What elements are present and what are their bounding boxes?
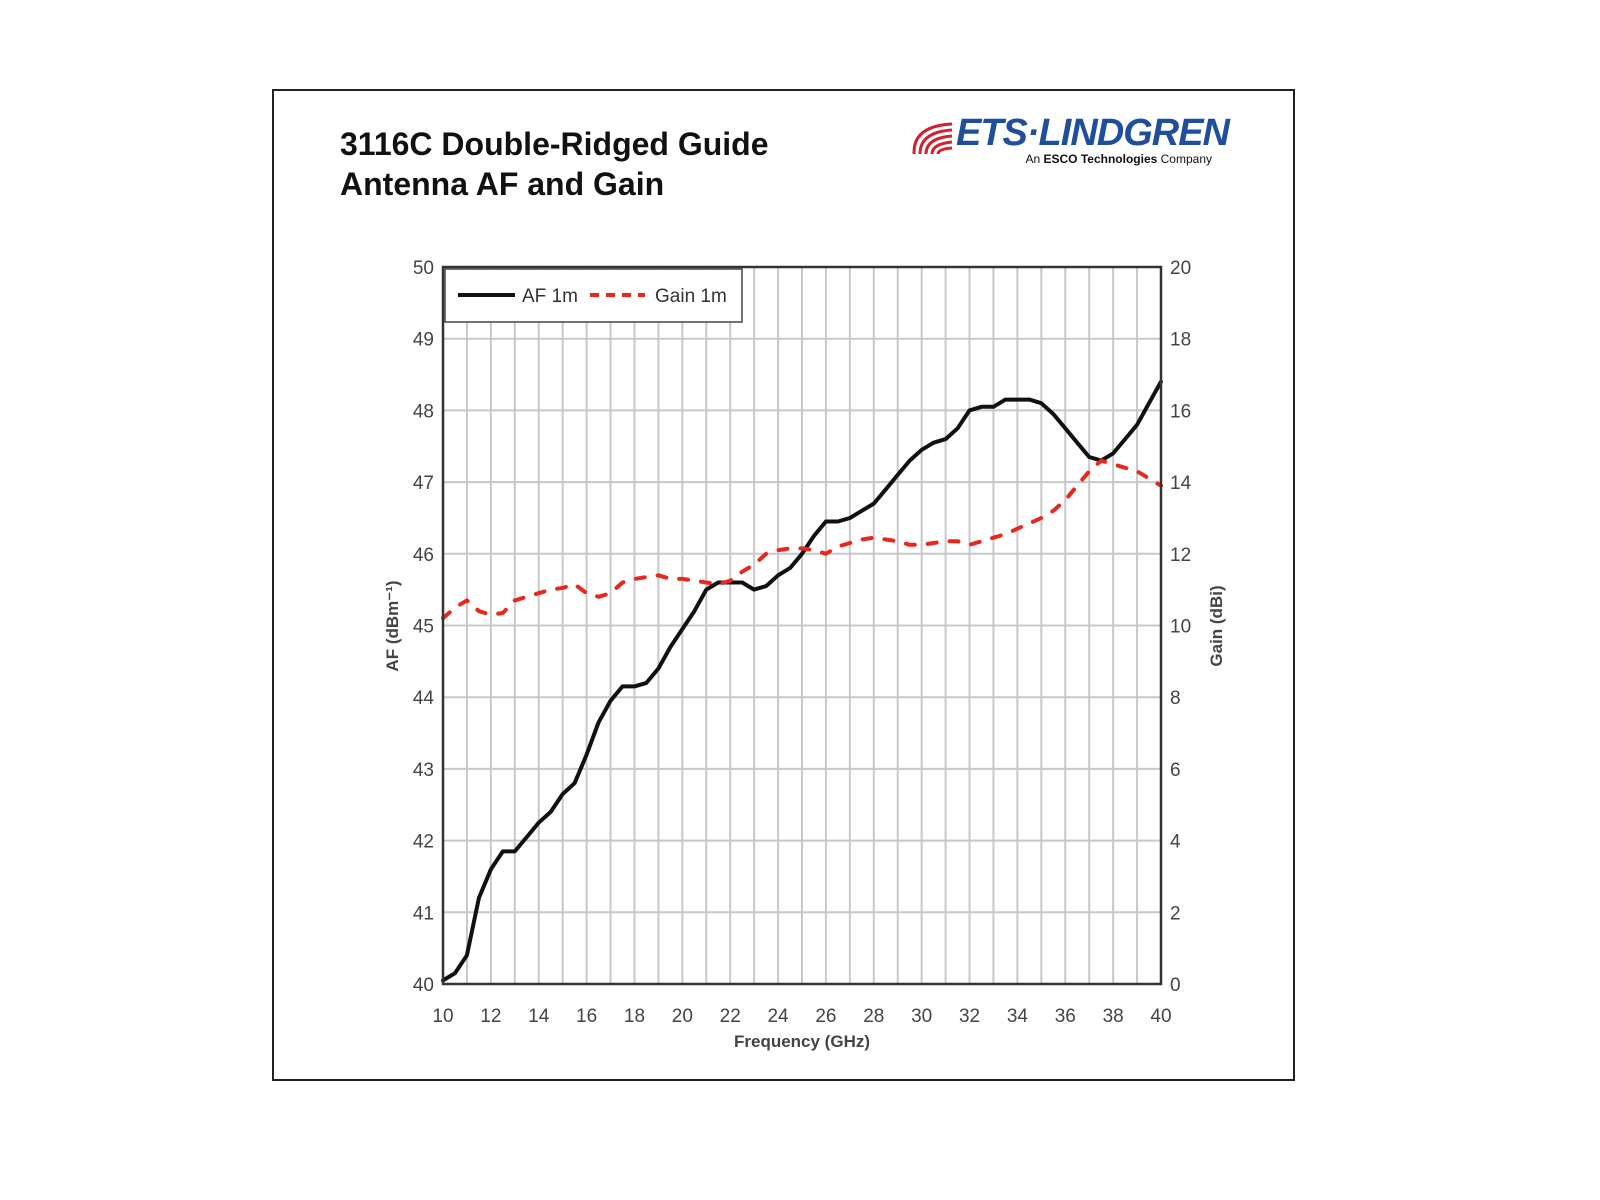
x-tick-label: 32 bbox=[959, 1006, 980, 1027]
grid bbox=[443, 267, 1161, 984]
y-tick-label: 46 bbox=[413, 545, 434, 566]
title-line-1: 3116C Double-Ridged Guide bbox=[340, 126, 769, 162]
x-tick-label: 36 bbox=[1055, 1006, 1076, 1027]
y2-tick-label: 2 bbox=[1170, 903, 1181, 924]
ets-lindgren-logo: ETS·LINDGREN An ESCO Technologies Compan… bbox=[912, 112, 1232, 172]
y2-tick-label: 4 bbox=[1170, 832, 1181, 853]
figure-frame bbox=[272, 89, 1295, 1081]
y-tick-label: 43 bbox=[413, 760, 434, 781]
x-tick-label: 12 bbox=[480, 1006, 501, 1027]
x-tick-label: 18 bbox=[624, 1006, 645, 1027]
x-tick-label: 26 bbox=[815, 1006, 836, 1027]
x-tick-label: 34 bbox=[1007, 1006, 1029, 1027]
x-tick-label: 30 bbox=[911, 1006, 932, 1027]
x-tick-label: 40 bbox=[1150, 1006, 1171, 1027]
y-tick-label: 40 bbox=[413, 975, 434, 996]
y-tick-label: 50 bbox=[413, 258, 434, 279]
logo-waves-icon bbox=[912, 122, 953, 155]
y2-tick-label: 20 bbox=[1170, 258, 1191, 279]
y-tick-label: 49 bbox=[413, 330, 434, 351]
chart-title: 3116C Double-Ridged Guide Antenna AF and… bbox=[340, 124, 769, 204]
legend-af-label: AF 1m bbox=[522, 286, 578, 307]
y2-tick-label: 10 bbox=[1170, 617, 1191, 638]
x-tick-label: 10 bbox=[432, 1006, 453, 1027]
x-tick-label: 28 bbox=[863, 1006, 884, 1027]
y2-tick-label: 6 bbox=[1170, 760, 1181, 781]
x-tick-label: 38 bbox=[1103, 1006, 1124, 1027]
y-axis-label: AF (dBm⁻¹) bbox=[383, 580, 402, 671]
x-tick-label: 16 bbox=[576, 1006, 597, 1027]
x-tick-label: 22 bbox=[720, 1006, 741, 1027]
y-tick-label: 41 bbox=[413, 903, 434, 924]
x-tick-label: 14 bbox=[528, 1006, 550, 1027]
x-axis-label: Frequency (GHz) bbox=[734, 1032, 870, 1051]
af-1m-line bbox=[441, 379, 1163, 983]
gain-1m-line bbox=[441, 458, 1163, 621]
y2-axis-label: Gain (dBi) bbox=[1207, 585, 1226, 666]
y2-tick-label: 14 bbox=[1170, 473, 1192, 494]
y-tick-label: 42 bbox=[413, 832, 434, 853]
logo-wordmark: ETS·LINDGREN bbox=[956, 112, 1230, 154]
tick-labels: 10 12 14 16 18 20 22 24 26 28 30 32 34 36 38 4040414243… bbox=[413, 258, 1192, 1027]
y2-tick-label: 18 bbox=[1170, 330, 1191, 351]
y-tick-label: 44 bbox=[413, 688, 435, 709]
series-layer bbox=[441, 379, 1163, 983]
title-line-2: Antenna AF and Gain bbox=[340, 166, 665, 202]
x-tick-label: 20 bbox=[672, 1006, 693, 1027]
x-tick-label: 24 bbox=[767, 1006, 789, 1027]
logo-tagline: An ESCO Technologies Company bbox=[1025, 152, 1212, 166]
y-tick-label: 45 bbox=[413, 617, 434, 638]
y2-tick-label: 16 bbox=[1170, 401, 1191, 422]
y2-tick-label: 8 bbox=[1170, 688, 1181, 709]
plot-border bbox=[441, 265, 1163, 986]
y-tick-label: 48 bbox=[413, 401, 434, 422]
y2-tick-label: 0 bbox=[1170, 975, 1181, 996]
legend-gain-label: Gain 1m bbox=[655, 286, 727, 307]
legend: AF 1m Gain 1m bbox=[444, 268, 743, 323]
y2-tick-label: 12 bbox=[1170, 545, 1191, 566]
y-tick-label: 47 bbox=[413, 473, 434, 494]
